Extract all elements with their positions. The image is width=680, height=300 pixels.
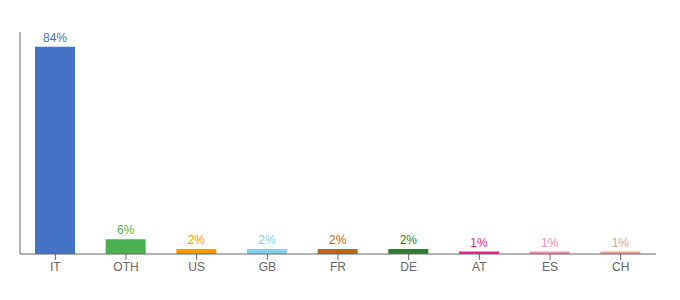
svg-text:1%: 1% <box>612 236 630 250</box>
svg-text:CH: CH <box>612 260 629 274</box>
svg-text:OTH: OTH <box>113 260 138 274</box>
svg-text:84%: 84% <box>43 31 67 45</box>
svg-text:ES: ES <box>542 260 558 274</box>
svg-text:2%: 2% <box>188 233 206 247</box>
svg-text:AT: AT <box>472 260 487 274</box>
svg-text:2%: 2% <box>329 233 347 247</box>
svg-text:GB: GB <box>259 260 276 274</box>
svg-text:IT: IT <box>50 260 61 274</box>
svg-text:US: US <box>188 260 205 274</box>
svg-text:1%: 1% <box>470 236 488 250</box>
svg-text:1%: 1% <box>541 236 559 250</box>
svg-text:2%: 2% <box>400 233 418 247</box>
svg-text:6%: 6% <box>117 223 135 237</box>
svg-text:2%: 2% <box>258 233 276 247</box>
svg-text:FR: FR <box>330 260 346 274</box>
svg-text:DE: DE <box>400 260 417 274</box>
